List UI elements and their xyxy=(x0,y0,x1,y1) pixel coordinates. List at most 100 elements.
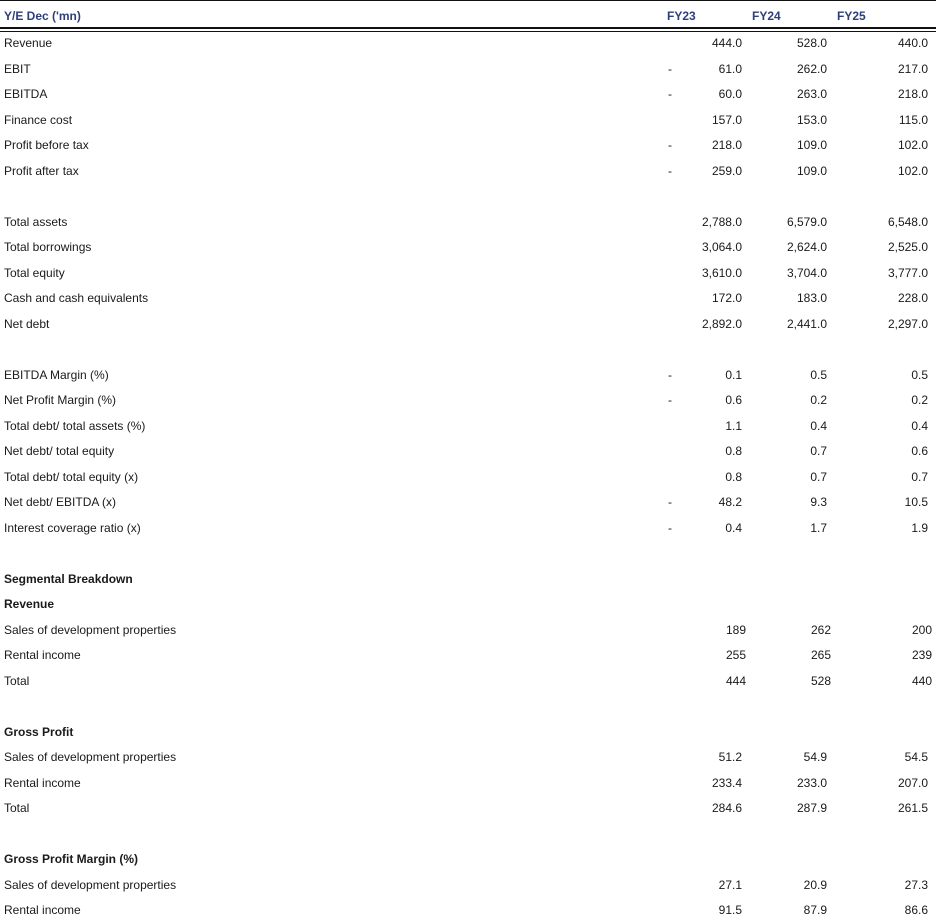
value-cell-3: 102.0 xyxy=(897,138,928,152)
negative-sign: - xyxy=(668,495,672,509)
header-year-1: FY23 xyxy=(667,9,696,23)
row-label: Cash and cash equivalents xyxy=(4,291,149,305)
value-cell-1: 61.0 xyxy=(718,61,742,76)
row-label: Total xyxy=(4,801,30,815)
value-cell-1: 0.8 xyxy=(725,469,742,484)
row-label: Net debt/ EBITDA (x) xyxy=(4,495,117,509)
section-title: Segmental Breakdown xyxy=(0,572,936,592)
value-cell-1: 233.4 xyxy=(711,775,742,790)
value-cell-2: 0.7 xyxy=(810,444,827,458)
value-cell-2: 6,579.0 xyxy=(786,214,827,229)
header-label: Y/E Dec ('mn) xyxy=(4,9,81,23)
value-cell-1: 189 xyxy=(725,622,746,637)
row-label: Revenue xyxy=(4,36,53,50)
value-cell-1: 3,064.0 xyxy=(701,240,742,254)
row-label: Total xyxy=(4,673,30,688)
row-label: Net Profit Margin (%) xyxy=(4,393,117,407)
row-label: Net debt xyxy=(4,316,50,331)
value-cell-2: 2,624.0 xyxy=(786,240,827,254)
value-cell-2: 153.0 xyxy=(796,112,827,127)
row-label: Rental income xyxy=(4,903,81,917)
value-cell-1: 218.0 xyxy=(711,138,742,152)
row-label: Total debt/ total equity (x) xyxy=(4,469,139,484)
value-cell-3: 86.6 xyxy=(904,903,928,917)
value-cell-3: 228.0 xyxy=(897,291,928,305)
value-cell-1: 91.5 xyxy=(718,903,742,917)
table-row: Sales of development properties 51.2 54.9 5… xyxy=(0,750,936,770)
row-label: Sales of development properties xyxy=(4,622,177,637)
value-cell-3: 0.4 xyxy=(911,418,928,433)
value-cell-1: 48.2 xyxy=(718,495,742,509)
value-cell-1: 172.0 xyxy=(711,291,742,305)
header-rule-thick xyxy=(0,27,936,29)
row-label: Rental income xyxy=(4,775,81,790)
row-label: EBIT xyxy=(4,61,31,76)
negative-sign: - xyxy=(668,163,672,178)
value-cell-3: 217.0 xyxy=(897,61,928,76)
table-row: Interest coverage ratio (x) - 0.4 1.7 1.9 xyxy=(0,521,936,541)
value-cell-2: 528 xyxy=(810,673,831,688)
value-cell-1: 444.0 xyxy=(711,36,742,50)
value-cell-2: 262.0 xyxy=(796,61,827,76)
value-cell-2: 0.7 xyxy=(810,469,827,484)
table-row: Total debt/ total equity (x) 0.8 0.7 0.7 xyxy=(0,470,936,490)
header-rule-thin xyxy=(0,31,936,32)
section-title: Gross Profit Margin (%) xyxy=(0,852,936,872)
value-cell-3: 218.0 xyxy=(897,87,928,101)
value-cell-1: 0.4 xyxy=(725,520,742,535)
row-label: Total assets xyxy=(4,214,68,229)
value-cell-3: 2,297.0 xyxy=(887,316,928,331)
row-label: Rental income xyxy=(4,648,81,662)
value-cell-1: 255 xyxy=(725,648,746,662)
header-year-2: FY24 xyxy=(752,9,781,23)
value-cell-1: 51.2 xyxy=(718,750,742,764)
value-cell-2: 87.9 xyxy=(803,903,827,917)
section-title-label: Revenue xyxy=(4,597,55,611)
table-row: Net debt 2,892.0 2,441.0 2,297.0 xyxy=(0,317,936,337)
value-cell-1: 2,892.0 xyxy=(701,316,742,331)
table-row: Total debt/ total assets (%) 1.1 0.4 0.4 xyxy=(0,419,936,439)
section-title: Revenue xyxy=(0,597,936,617)
value-cell-2: 20.9 xyxy=(803,877,827,892)
table-header: Y/E Dec ('mn) FY23 FY24 FY25 xyxy=(0,0,936,29)
section-title-label: Gross Profit xyxy=(4,724,74,739)
section-title: Gross Profit xyxy=(0,725,936,745)
value-cell-1: 27.1 xyxy=(718,877,742,892)
value-cell-2: 263.0 xyxy=(796,87,827,101)
value-cell-3: 0.5 xyxy=(911,367,928,382)
table-row: Finance cost 157.0 153.0 115.0 xyxy=(0,113,936,133)
value-cell-1: 444 xyxy=(725,673,746,688)
value-cell-1: 259.0 xyxy=(711,163,742,178)
table-row: Cash and cash equivalents 172.0 183.0 228.0 xyxy=(0,291,936,311)
value-cell-3: 10.5 xyxy=(904,495,928,509)
value-cell-3: 200 xyxy=(911,622,932,637)
value-cell-2: 287.9 xyxy=(796,801,827,815)
value-cell-2: 109.0 xyxy=(796,163,827,178)
table-row: Total assets 2,788.0 6,579.0 6,548.0 xyxy=(0,215,936,235)
value-cell-3: 0.6 xyxy=(911,444,928,458)
negative-sign: - xyxy=(668,393,672,407)
table-row: EBITDA - 60.0 263.0 218.0 xyxy=(0,87,936,107)
value-cell-2: 3,704.0 xyxy=(786,265,827,280)
value-cell-2: 233.0 xyxy=(796,775,827,790)
value-cell-1: 0.6 xyxy=(725,393,742,407)
value-cell-2: 109.0 xyxy=(796,138,827,152)
table-row: Rental income 255 265 239 xyxy=(0,648,936,668)
value-cell-3: 207.0 xyxy=(897,775,928,790)
negative-sign: - xyxy=(668,61,672,76)
row-label: Finance cost xyxy=(4,112,73,127)
table-row: Total 284.6 287.9 261.5 xyxy=(0,801,936,821)
value-cell-2: 0.5 xyxy=(810,367,827,382)
value-cell-1: 0.8 xyxy=(725,444,742,458)
value-cell-3: 102.0 xyxy=(897,163,928,178)
table-row: Sales of development properties 27.1 20.9 2… xyxy=(0,878,936,898)
row-label: EBITDA Margin (%) xyxy=(4,367,109,382)
value-cell-1: 284.6 xyxy=(711,801,742,815)
table-row: Total borrowings 3,064.0 2,624.0 2,525.0 xyxy=(0,240,936,260)
section-title-label: Segmental Breakdown xyxy=(4,571,133,586)
value-cell-1: 3,610.0 xyxy=(701,265,742,280)
value-cell-3: 27.3 xyxy=(904,877,928,892)
value-cell-3: 261.5 xyxy=(897,801,928,815)
header-year-3: FY25 xyxy=(837,9,866,23)
negative-sign: - xyxy=(668,138,672,152)
